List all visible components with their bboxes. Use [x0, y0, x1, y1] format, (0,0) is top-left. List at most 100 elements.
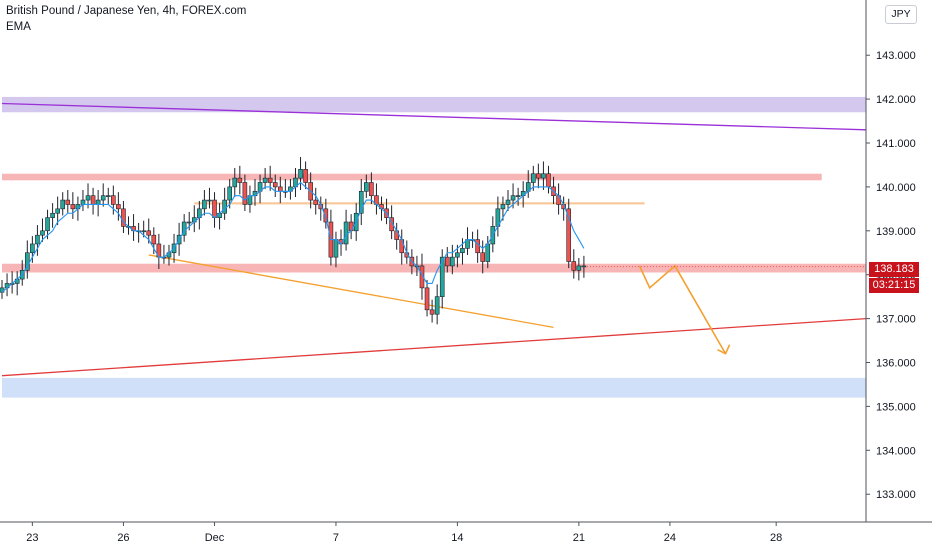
x-tick-label: 26	[117, 532, 129, 544]
x-tick-label: 7	[333, 532, 339, 544]
y-tick-label: 140.000	[876, 182, 916, 194]
candle-up	[262, 177, 268, 183]
candle-down	[303, 169, 308, 183]
candle-up	[55, 208, 60, 214]
candle-up	[298, 169, 303, 179]
candle-up	[207, 199, 212, 202]
candle-down	[536, 173, 541, 179]
candle-down	[348, 221, 354, 232]
y-tick-label: 142.000	[876, 94, 916, 106]
candle-up	[141, 230, 146, 233]
candle-down	[424, 287, 430, 311]
candle-down	[394, 230, 399, 240]
candle-down	[566, 208, 572, 262]
candle-up	[581, 265, 587, 268]
candle-down	[212, 199, 217, 218]
x-tick-label: Dec	[205, 532, 225, 544]
candle-down	[556, 195, 561, 205]
candle-down	[151, 234, 157, 245]
projection-path	[638, 264, 727, 355]
candle-down	[90, 195, 96, 205]
candle-down	[399, 239, 405, 254]
candle-up	[333, 239, 339, 258]
candle-down	[369, 182, 374, 196]
candle-down	[475, 239, 480, 254]
trendline-0	[1, 102, 867, 131]
x-tick-label: 28	[770, 532, 782, 544]
candle-up	[80, 199, 86, 205]
candle-up	[434, 296, 440, 315]
candle-down	[111, 195, 116, 205]
candle-up	[232, 177, 238, 188]
candle-down	[444, 256, 450, 267]
x-tick-label: 24	[664, 532, 676, 544]
y-tick-label: 136.000	[876, 358, 916, 370]
zone-2	[2, 96, 866, 113]
candle-down	[267, 177, 273, 183]
x-tick-label: 21	[573, 532, 585, 544]
candle-up	[455, 252, 460, 258]
zone-4	[194, 202, 645, 205]
symbol-title: British Pound / Japanese Yen, 4h, FOREX.…	[6, 5, 247, 17]
candle-up	[186, 221, 192, 224]
candle-up	[364, 182, 369, 192]
candle-down	[429, 309, 435, 315]
candle-up	[60, 199, 66, 210]
candle-down	[480, 252, 486, 262]
candle-up	[485, 243, 491, 262]
y-tick-label: 137.000	[876, 314, 916, 326]
candle-down	[116, 204, 121, 210]
candle-up	[530, 173, 536, 183]
candle-down	[70, 204, 76, 210]
candle-up	[105, 195, 111, 197]
candle-down	[65, 199, 71, 205]
candle-down	[277, 186, 283, 192]
ema-line	[1, 181, 585, 293]
candle-up	[439, 256, 445, 297]
bar-timer-badge: 03:21:15	[869, 278, 919, 293]
candle-down	[313, 199, 319, 205]
candle-down	[146, 230, 152, 236]
candle-down	[571, 261, 577, 271]
candle-down	[237, 177, 243, 183]
zone-0	[2, 173, 822, 181]
candle-up	[30, 243, 35, 254]
y-tick-label: 141.000	[876, 138, 916, 150]
candle-down	[389, 217, 394, 232]
candle-up	[40, 230, 45, 236]
candle-up	[505, 199, 511, 205]
zone-3	[2, 377, 866, 398]
candle-up	[50, 212, 55, 218]
trendline-2	[148, 254, 554, 329]
candle-up	[510, 195, 516, 201]
candle-up	[35, 234, 40, 245]
y-tick-label: 134.000	[876, 445, 916, 457]
last-price-badge: 138.183	[869, 262, 919, 277]
trendline-1	[1, 317, 867, 377]
candle-down	[323, 208, 329, 223]
indicator-label[interactable]: EMA	[6, 21, 31, 33]
candle-down	[242, 182, 248, 205]
candle-up	[358, 190, 364, 214]
y-tick-label: 133.000	[876, 489, 916, 501]
candle-up	[343, 221, 349, 245]
x-tick-label: 14	[451, 532, 463, 544]
candle-up	[202, 199, 207, 210]
candle-up	[576, 265, 582, 271]
currency-badge[interactable]: JPY	[885, 5, 917, 24]
y-tick-label: 139.000	[876, 226, 916, 238]
candle-up	[95, 199, 101, 205]
candle-up	[227, 186, 232, 201]
candle-down	[419, 265, 425, 289]
candle-up	[460, 248, 465, 254]
candle-up	[541, 173, 546, 179]
candle-down	[546, 173, 551, 188]
candle-up	[100, 195, 106, 201]
projection-arrowhead	[717, 344, 731, 355]
y-tick-label: 135.000	[876, 401, 916, 413]
candle-up	[85, 195, 91, 201]
candle-up	[500, 204, 506, 210]
x-tick-label: 23	[26, 532, 38, 544]
candle-up	[450, 256, 455, 267]
